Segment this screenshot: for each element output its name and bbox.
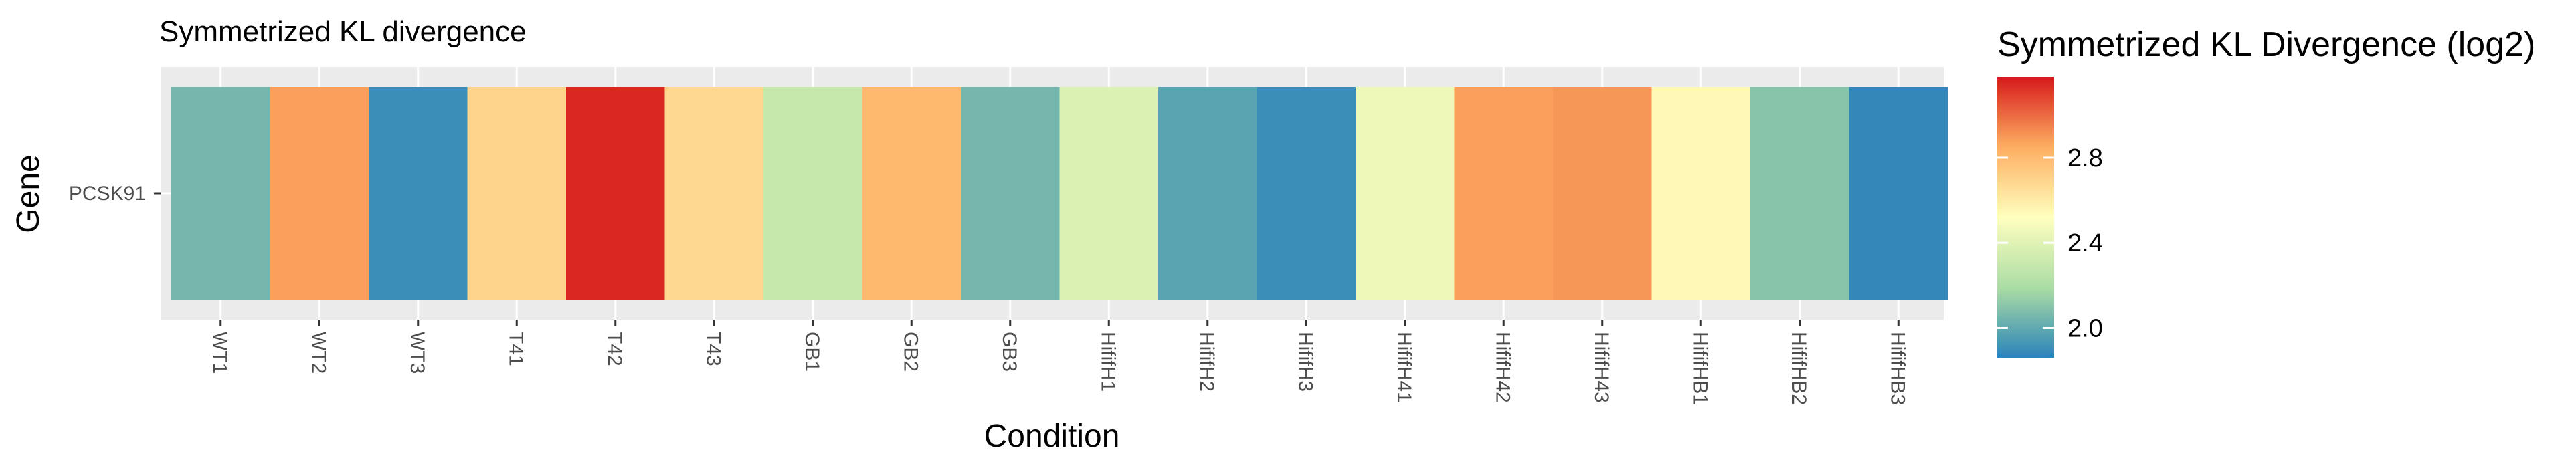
- x-tick-label: WT3: [406, 332, 428, 374]
- x-tick-label: GB3: [998, 332, 1020, 372]
- x-tick-label: HififH2: [1196, 332, 1218, 392]
- heatmap-cell: [961, 87, 1061, 300]
- legend-title: Symmetrized KL Divergence (log2): [1997, 25, 2535, 64]
- heatmap-cell: [1553, 87, 1653, 300]
- colorbar-tick-label: 2.8: [2067, 144, 2103, 172]
- colorbar: [1997, 77, 2054, 358]
- heatmap-cell: [1750, 87, 1850, 300]
- y-axis-ticks: PCSK91: [69, 183, 161, 205]
- x-tick-label: HififH42: [1491, 332, 1513, 403]
- heatmap-cell: [862, 87, 961, 300]
- heatmap-cell: [664, 87, 764, 300]
- y-tick-label: PCSK91: [69, 183, 146, 205]
- x-tick-label: GB1: [801, 332, 823, 372]
- colorbar-tick-label: 2.0: [2067, 314, 2103, 342]
- colorbar-tick-label: 2.4: [2067, 229, 2103, 257]
- heatmap-cell: [1257, 87, 1356, 300]
- heatmap-cell: [369, 87, 468, 300]
- x-tick-label: GB2: [899, 332, 921, 372]
- x-tick-label: HififHB1: [1689, 332, 1711, 405]
- heatmap-cell: [763, 87, 863, 300]
- x-axis-ticks: WT1 WT2 WT3 T41 T42 T43 GB1 GB2 GB3 HififH1 HififH…: [209, 320, 1908, 405]
- x-tick-label: T43: [702, 332, 724, 366]
- x-tick-label: HififH3: [1294, 332, 1316, 392]
- x-tick-label: T41: [504, 332, 527, 366]
- x-tick-label: HififH1: [1097, 332, 1119, 392]
- x-axis-title: Condition: [984, 419, 1120, 454]
- heatmap-cells: [171, 87, 1948, 300]
- heatmap-cell: [1651, 87, 1751, 300]
- y-axis-title: Gene: [11, 154, 46, 233]
- x-tick-label: WT2: [307, 332, 329, 374]
- x-tick-label: WT1: [209, 332, 231, 374]
- heatmap-cell: [467, 87, 567, 300]
- x-tick-label: HififHB3: [1886, 332, 1908, 405]
- x-tick-label: HififH41: [1393, 332, 1415, 403]
- heatmap-cell: [270, 87, 369, 300]
- heatmap-cell: [1454, 87, 1554, 300]
- heatmap-cell: [171, 87, 271, 300]
- chart-title: Symmetrized KL divergence: [159, 15, 527, 48]
- heatmap-cell: [1849, 87, 1948, 300]
- x-tick-label: HififHB2: [1788, 332, 1810, 405]
- heatmap-cell: [1059, 87, 1159, 300]
- heatmap-cell: [1158, 87, 1258, 300]
- x-tick-label: T42: [604, 332, 626, 366]
- x-tick-label: HififH43: [1590, 332, 1613, 403]
- colorbar-ticks: 2.0 2.4 2.8: [1997, 144, 2103, 342]
- heatmap-cell: [566, 87, 666, 300]
- heatmap-cell: [1356, 87, 1455, 300]
